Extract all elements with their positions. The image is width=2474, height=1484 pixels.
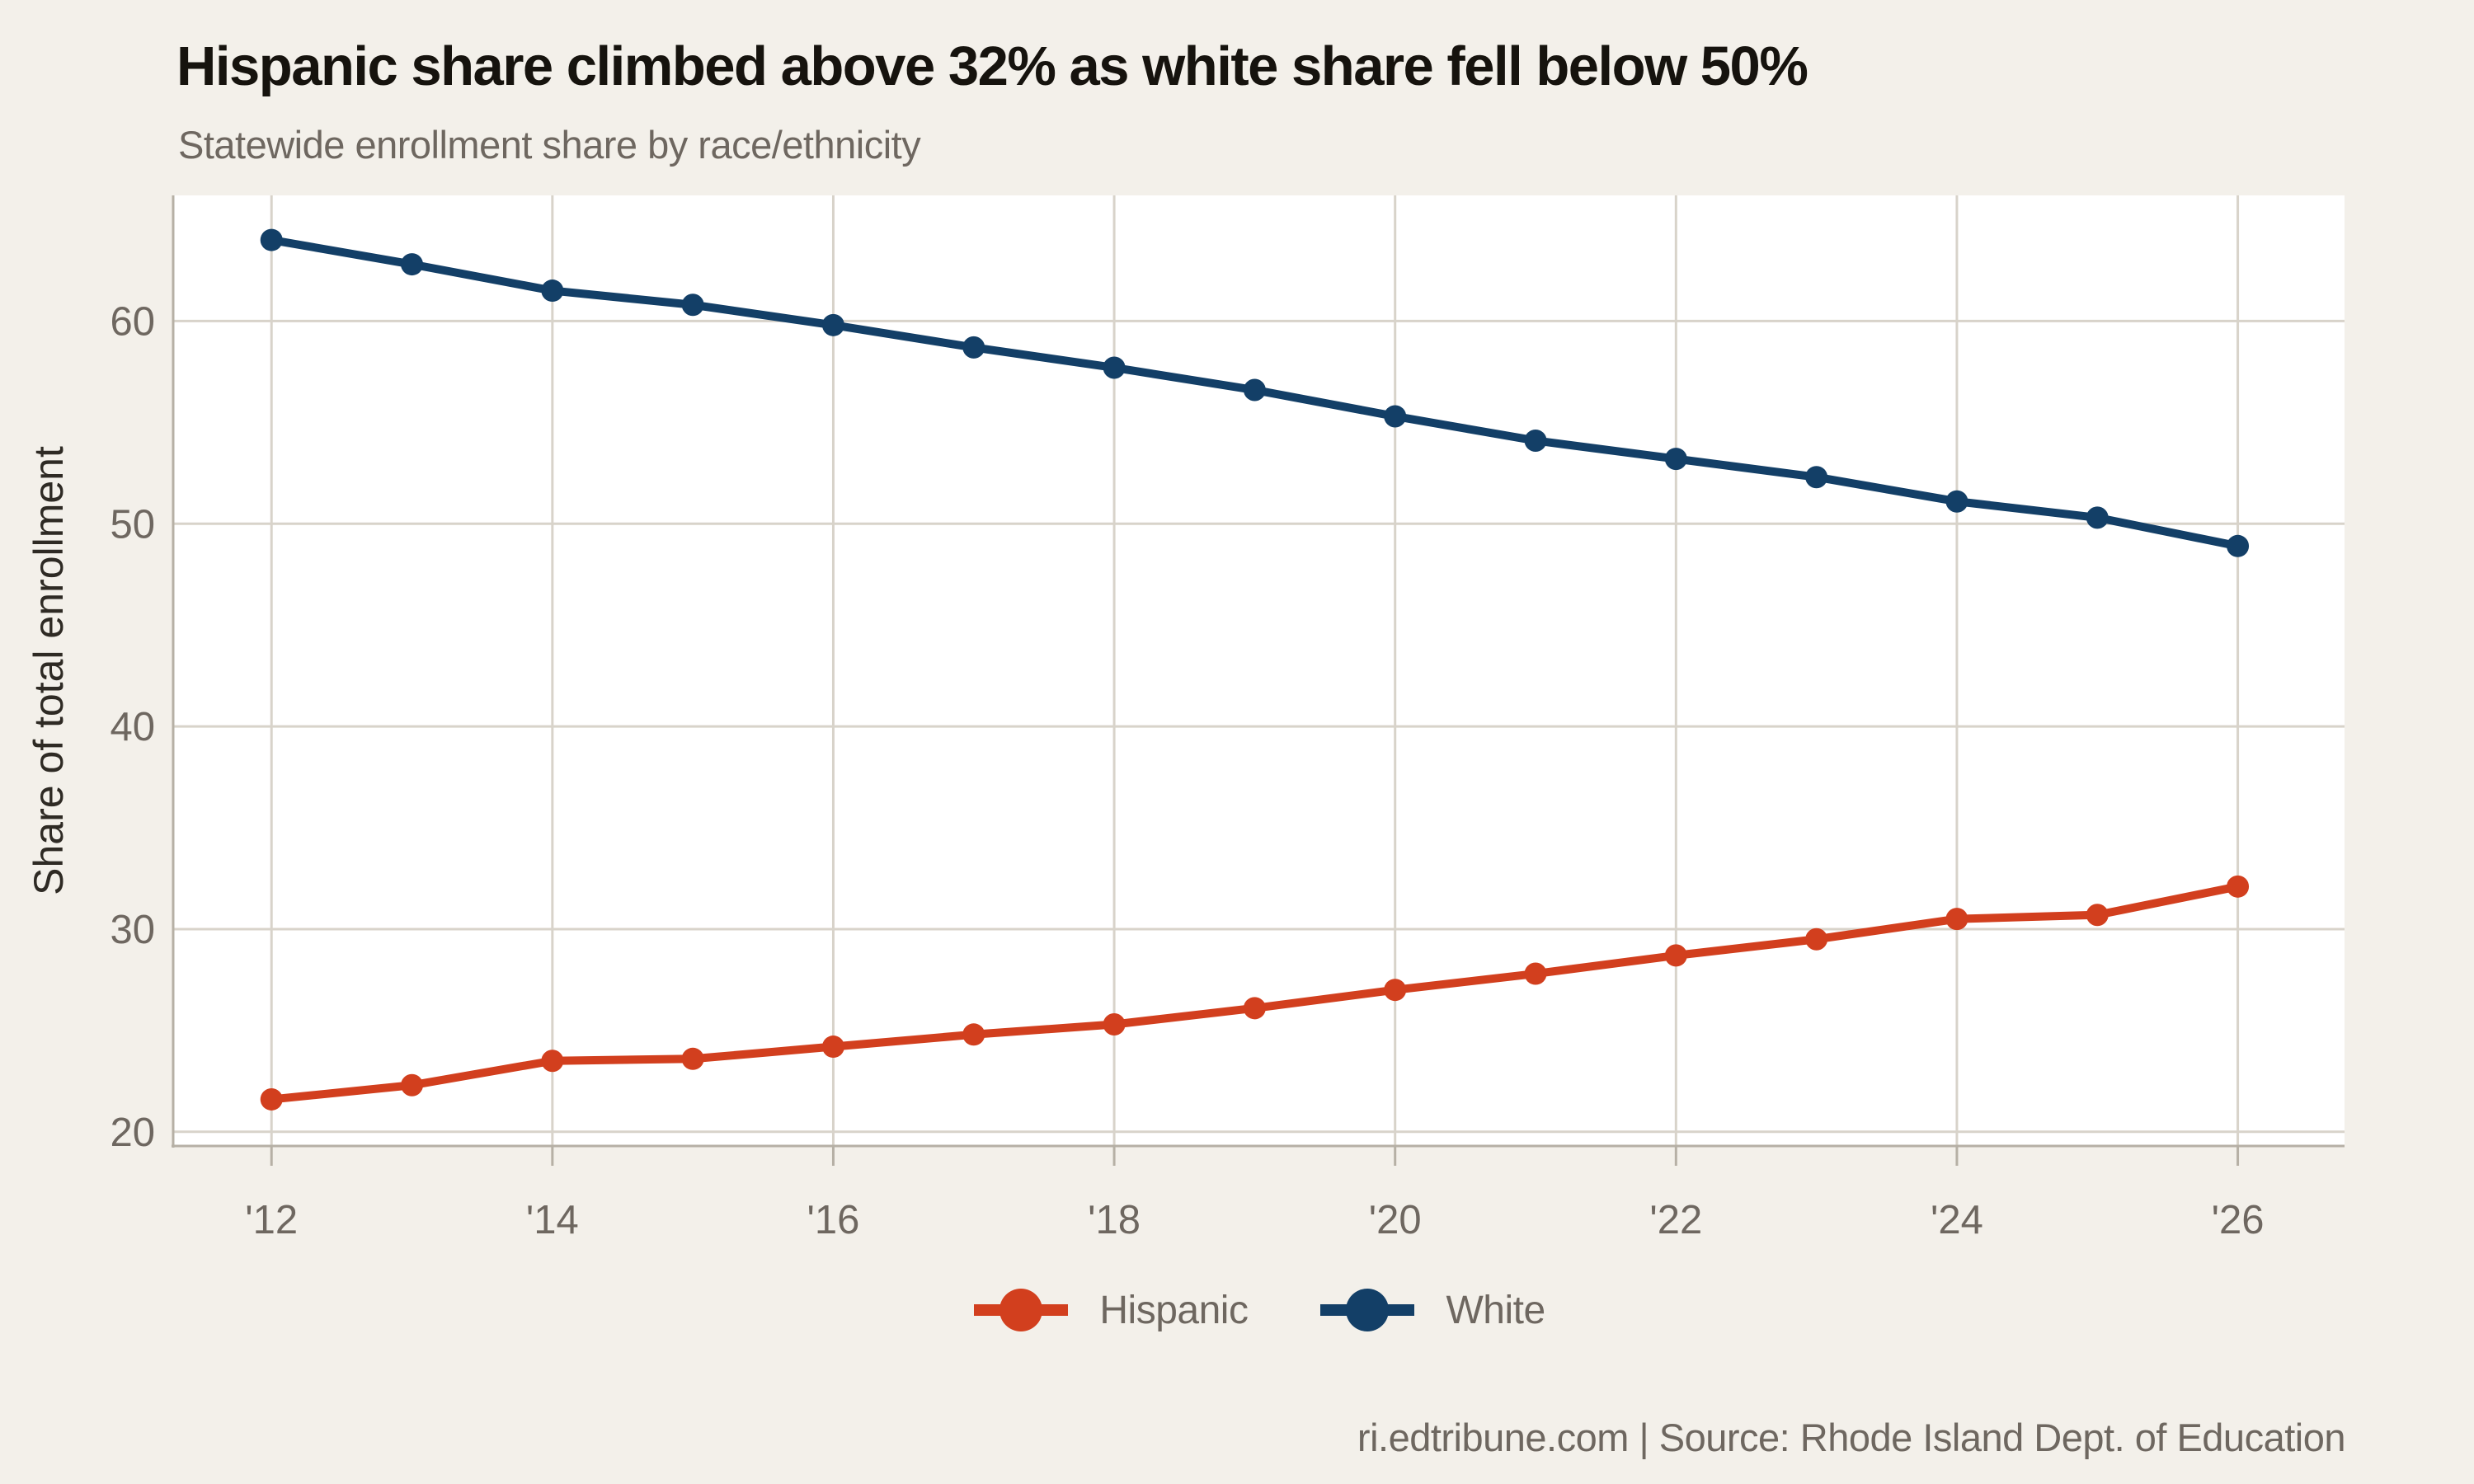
y-tick-label-40: 40: [110, 705, 155, 749]
legend-item-white: White: [1319, 1283, 1545, 1337]
white-point-2019: [1243, 378, 1266, 402]
x-tick-label-2012: '12: [245, 1198, 298, 1242]
x-tick-label-2020: '20: [1369, 1198, 1422, 1242]
hispanic-point-2025: [2086, 904, 2109, 927]
x-tick-label-2016: '16: [807, 1198, 860, 1242]
white-point-2015: [681, 294, 704, 317]
y-tick-label-30: 30: [110, 908, 155, 952]
hispanic-legend-dot: [999, 1289, 1043, 1331]
x-tick-label-2022: '22: [1649, 1198, 1702, 1242]
hispanic-point-2019: [1243, 997, 1266, 1020]
white-point-2012: [260, 228, 283, 251]
legend-label-hispanic: Hispanic: [1099, 1288, 1249, 1332]
y-tick-label-50: 50: [110, 502, 155, 547]
legend-item-hispanic: Hispanic: [972, 1283, 1249, 1337]
legend: Hispanic White: [173, 1283, 2345, 1337]
chart-subtitle: Statewide enrollment share by race/ethni…: [178, 123, 921, 167]
white-point-2018: [1103, 356, 1126, 379]
hispanic-point-2018: [1103, 1012, 1126, 1036]
hispanic-legend-marker-icon: [974, 1289, 1069, 1331]
y-tick-label-20: 20: [110, 1111, 155, 1155]
hispanic-point-2022: [1664, 944, 1687, 967]
y-axis-title: Share of total enrollment: [26, 446, 72, 895]
hispanic-point-2021: [1524, 962, 1547, 985]
hispanic-point-2015: [681, 1047, 704, 1070]
white-point-2016: [821, 313, 844, 336]
white-point-2024: [1945, 490, 1968, 513]
hispanic-point-2026: [2227, 875, 2250, 898]
y-tick-label-60: 60: [110, 299, 155, 344]
x-tick-label-2024: '24: [1931, 1198, 1983, 1242]
hispanic-point-2013: [401, 1073, 424, 1097]
white-point-2017: [962, 336, 985, 359]
x-tick-label-2018: '18: [1088, 1198, 1141, 1242]
white-legend-dot: [1346, 1289, 1390, 1331]
legend-label-white: White: [1446, 1288, 1545, 1332]
hispanic-point-2023: [1805, 928, 1828, 951]
hispanic-point-2016: [821, 1036, 844, 1059]
x-tick-label-2026: '26: [2212, 1198, 2265, 1242]
white-point-2026: [2227, 534, 2250, 557]
hispanic-point-2012: [260, 1087, 283, 1111]
chart-title: Hispanic share climbed above 32% as whit…: [176, 35, 1808, 97]
source-credit: ri.edtribune.com | Source: Rhode Island …: [1357, 1416, 2346, 1459]
hispanic-point-2017: [962, 1023, 985, 1046]
white-point-2025: [2086, 506, 2109, 529]
white-point-2014: [541, 279, 564, 303]
plot-area: [173, 195, 2345, 1146]
x-tick-label-2014: '14: [526, 1198, 579, 1242]
white-point-2023: [1805, 466, 1828, 489]
white-point-2022: [1664, 448, 1687, 471]
white-point-2020: [1384, 405, 1407, 428]
hispanic-point-2020: [1384, 979, 1407, 1002]
white-point-2021: [1524, 429, 1547, 452]
white-legend-marker-icon: [1320, 1289, 1415, 1331]
hispanic-point-2024: [1945, 908, 1968, 931]
hispanic-point-2014: [541, 1050, 564, 1073]
white-point-2013: [401, 253, 424, 276]
